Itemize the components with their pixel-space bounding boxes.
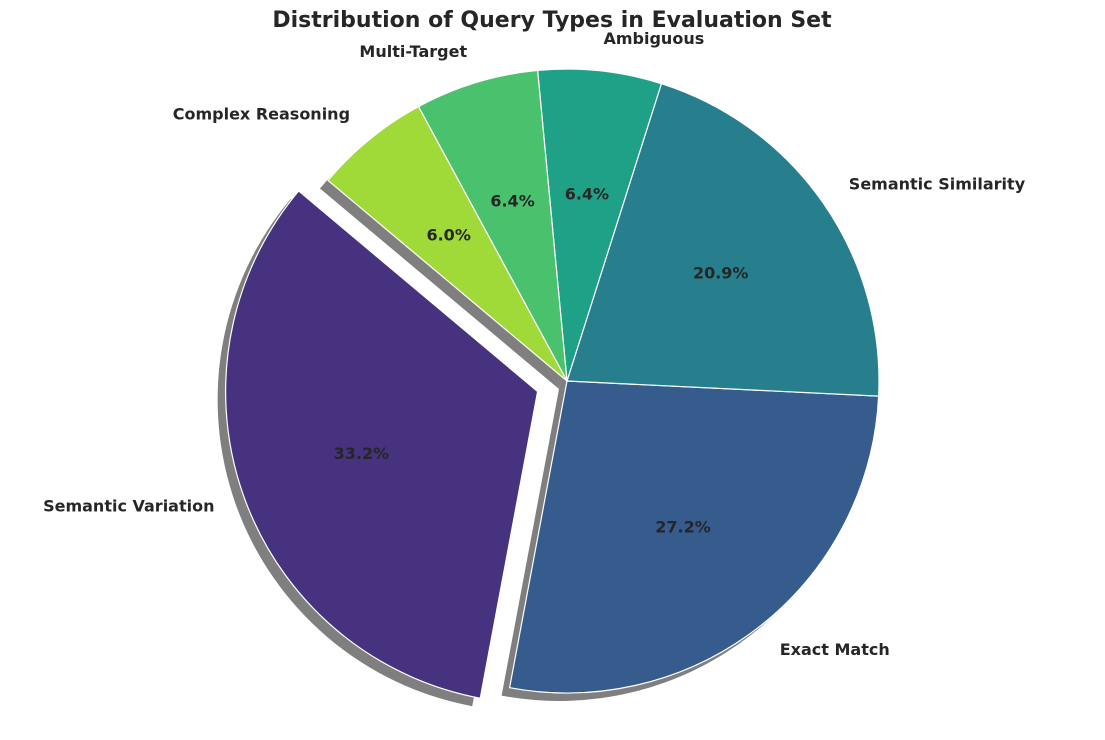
value-label: 6.4% (490, 191, 534, 210)
wedge (417, 69, 568, 382)
value-label: 33.2% (334, 444, 390, 463)
value-label: 27.2% (655, 517, 711, 536)
category-label: Semantic Similarity (849, 175, 1026, 194)
value-label: 6.4% (565, 184, 609, 203)
value-label: 6.0% (426, 225, 470, 244)
category-label: Exact Match (780, 640, 890, 659)
wedge-layer (225, 68, 880, 699)
category-label: Multi-Target (359, 42, 467, 61)
wedge (566, 82, 880, 397)
wedge (536, 68, 663, 382)
category-label: Complex Reasoning (173, 105, 350, 124)
wedge (327, 105, 568, 382)
value-label: 20.9% (693, 264, 749, 283)
category-label: Semantic Variation (43, 497, 214, 516)
label-layer: Semantic Variation 33.2% Exact Match 27.2% S… (43, 29, 1026, 659)
wedge (225, 190, 539, 699)
category-label: Ambiguous (603, 29, 704, 48)
wedge (508, 380, 880, 694)
chart-title: Distribution of Query Types in Evaluatio… (272, 8, 832, 33)
